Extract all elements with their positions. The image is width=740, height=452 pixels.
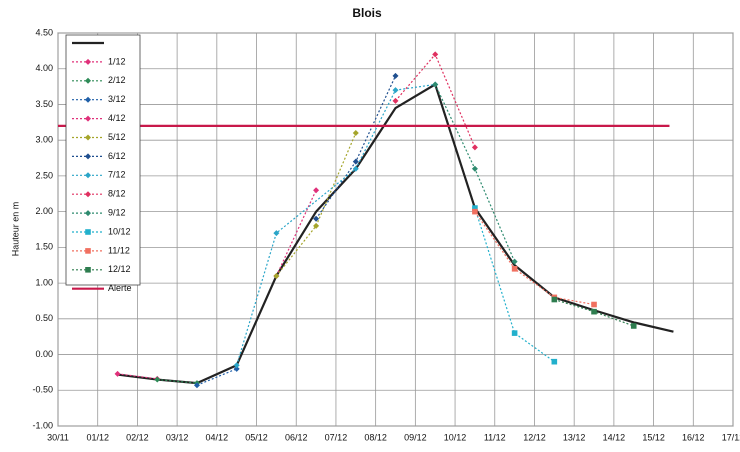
legend-label: 3/12	[108, 94, 126, 104]
marker	[551, 358, 558, 365]
x-tick-label: 30/11	[47, 432, 69, 442]
marker	[85, 115, 91, 122]
legend-label: 1/12	[108, 56, 126, 66]
series-line	[434, 84, 516, 262]
y-tick-label: 2.50	[35, 170, 53, 180]
legend: 1/12 2/12 3/12 4/12 5/12 6/12 7/12 8/12 9/12 10/1…	[65, 34, 141, 293]
legend-label: 9/12	[108, 207, 126, 217]
x-tick-label: 05/12	[245, 432, 268, 442]
x-tick-label: 16/12	[682, 432, 705, 442]
x-tick-label: 12/12	[523, 432, 546, 442]
marker	[85, 58, 91, 65]
marker	[313, 215, 320, 222]
marker	[551, 296, 558, 303]
x-tick-label: 09/12	[404, 432, 427, 442]
marker	[511, 330, 518, 336]
marker	[352, 165, 359, 172]
x-tick-label: 06/12	[285, 432, 308, 442]
marker	[85, 229, 91, 235]
marker	[313, 222, 320, 229]
legend-box	[65, 34, 141, 286]
marker	[85, 134, 91, 141]
y-tick-label: 3.00	[35, 135, 53, 145]
legend-label: Alerte	[108, 283, 132, 293]
x-tick-label: 11/12	[484, 432, 506, 442]
marker	[392, 97, 399, 104]
marker	[85, 153, 91, 160]
y-tick-label: 0.00	[35, 349, 53, 359]
legend-label: 6/12	[108, 151, 126, 161]
legend-label: 4/12	[108, 113, 126, 123]
marker	[511, 258, 518, 265]
x-tick-label: 14/12	[603, 432, 626, 442]
marker	[471, 144, 478, 151]
marker	[273, 230, 280, 237]
legend-label: 7/12	[108, 170, 126, 180]
marker	[85, 191, 91, 198]
marker	[392, 87, 399, 94]
x-tick-label: 08/12	[364, 432, 387, 442]
x-tick-label: 13/12	[563, 432, 586, 442]
marker	[85, 96, 91, 103]
y-axis-label: Hauteur en m	[10, 202, 20, 257]
marker	[591, 301, 597, 308]
y-tick-label: -0.50	[32, 385, 53, 395]
series-line	[157, 378, 198, 384]
marker	[154, 376, 161, 383]
marker	[273, 272, 280, 279]
y-tick-label: 4.00	[35, 63, 53, 73]
marker	[471, 165, 478, 172]
y-tick-label: 0.50	[35, 313, 53, 323]
marker	[472, 208, 478, 215]
x-tick-label: 07/12	[325, 432, 348, 442]
marker	[114, 370, 121, 377]
x-tick-label: 15/12	[642, 432, 665, 442]
legend-label: 10/12	[108, 226, 131, 236]
marker	[352, 158, 359, 165]
chart-title: Blois	[352, 6, 382, 20]
marker	[85, 77, 91, 84]
marker	[193, 382, 200, 389]
marker	[472, 205, 478, 211]
x-tick-label: 01/12	[86, 432, 109, 442]
legend-label: 2/12	[108, 75, 126, 85]
y-tick-label: 3.50	[35, 99, 53, 109]
marker	[85, 267, 91, 273]
marker	[630, 323, 637, 329]
series-line	[275, 132, 357, 277]
marker	[432, 81, 439, 88]
y-tick-label: -1.00	[32, 420, 53, 430]
series-line	[196, 368, 237, 386]
y-tick-label: 1.50	[35, 242, 53, 252]
x-tick-label: 02/12	[126, 432, 149, 442]
y-tick-label: 4.50	[35, 27, 53, 37]
x-tick-label: 03/12	[166, 432, 189, 442]
legend-label: 5/12	[108, 132, 126, 142]
legend-label: 8/12	[108, 189, 126, 199]
marker	[392, 72, 399, 79]
legend-label: 11/12	[108, 245, 130, 255]
marker	[591, 308, 597, 315]
x-tick-label: 04/12	[206, 432, 229, 442]
series-line	[117, 373, 158, 380]
marker	[85, 172, 91, 179]
marker	[85, 210, 91, 217]
y-tick-label: 2.00	[35, 206, 53, 216]
series-line	[474, 207, 555, 363]
marker	[85, 248, 91, 254]
x-tick-label: 17/12	[722, 432, 740, 442]
marker	[432, 51, 439, 58]
marker	[352, 130, 359, 137]
legend-label: 12/12	[108, 264, 131, 274]
marker	[511, 266, 518, 272]
x-tick-label: 10/12	[444, 432, 467, 442]
y-tick-label: 1.00	[35, 277, 53, 287]
marker	[313, 187, 320, 194]
marker	[233, 365, 240, 372]
marker	[233, 362, 240, 369]
series-line	[117, 82, 674, 385]
